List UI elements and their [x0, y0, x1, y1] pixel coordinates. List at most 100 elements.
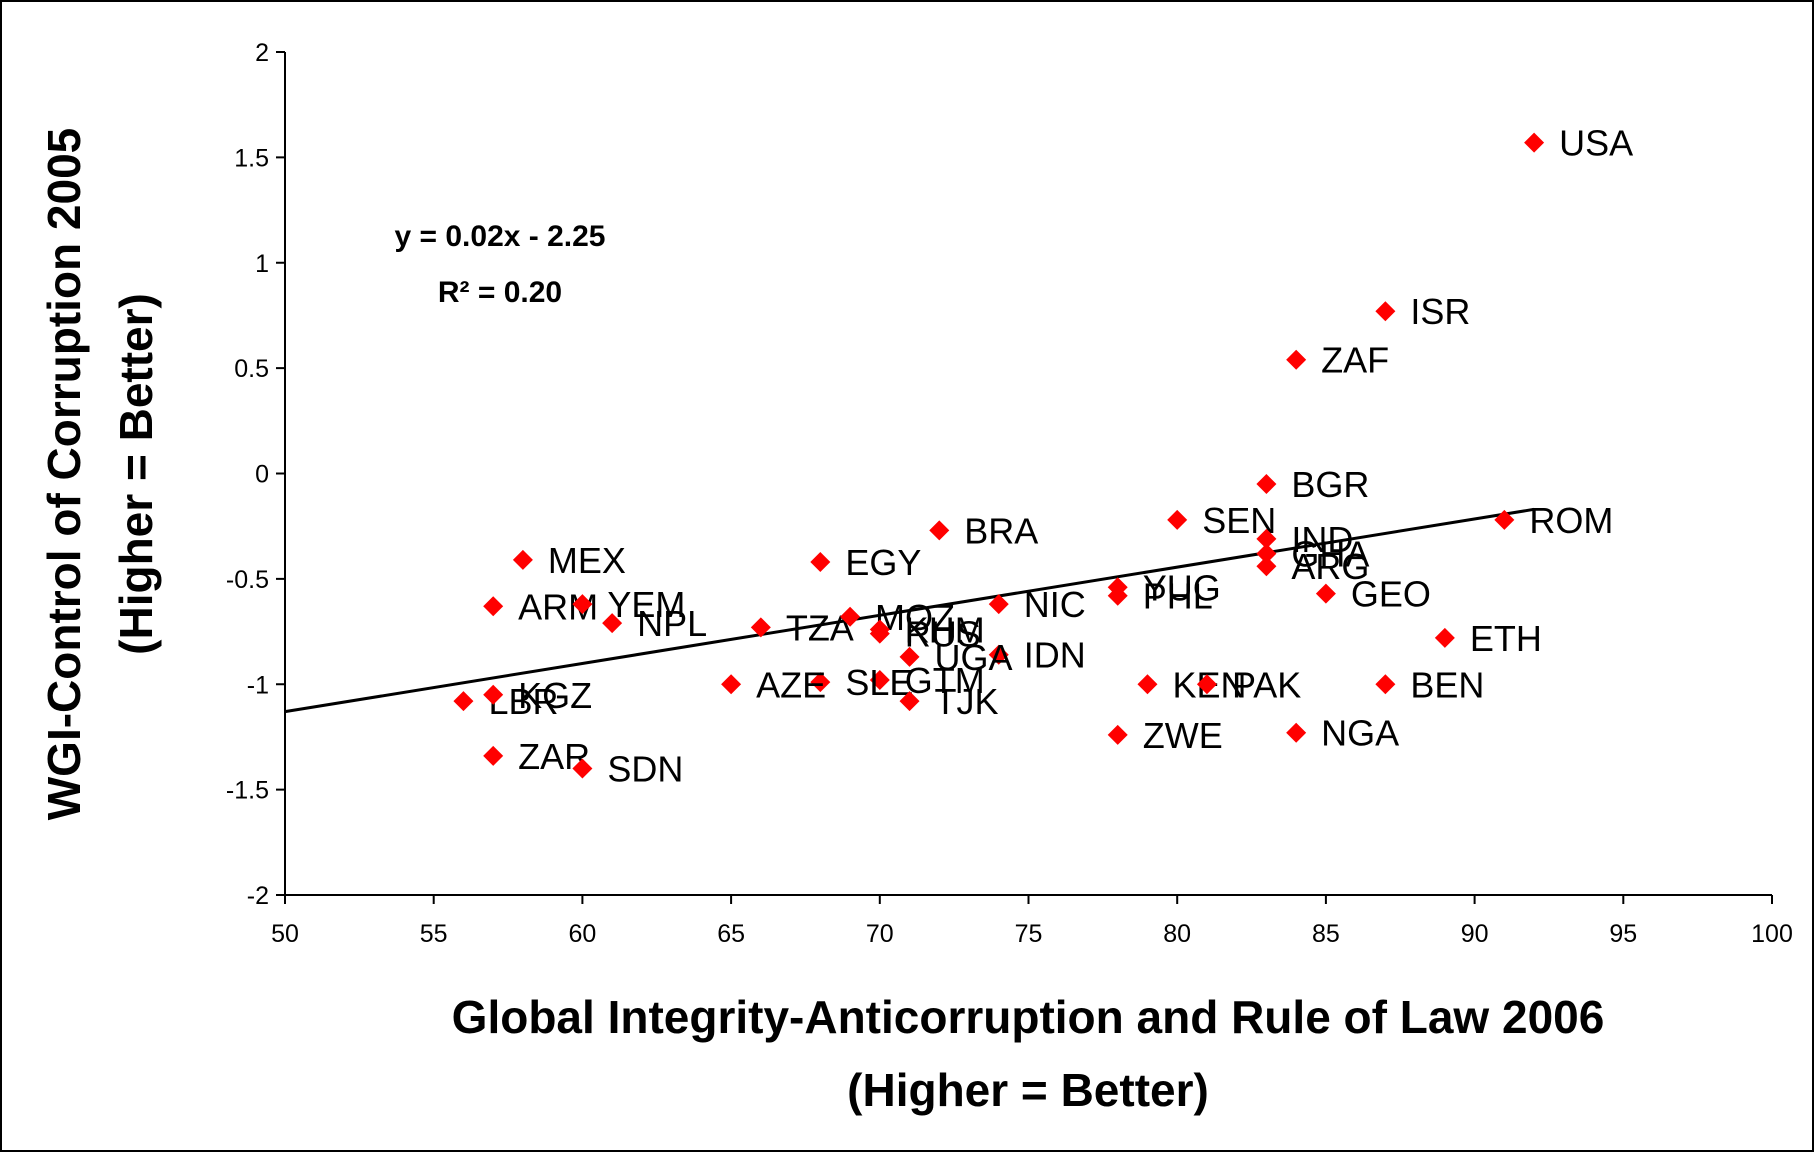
point: [1256, 528, 1277, 549]
point: [929, 520, 950, 541]
point: [1524, 132, 1545, 153]
point: [1375, 301, 1396, 322]
y-tick-label: 1.5: [234, 144, 269, 172]
point: [810, 552, 831, 573]
point-label: YEM: [607, 584, 685, 625]
point: [1256, 556, 1277, 577]
point: [453, 691, 474, 712]
point-label: NGA: [1321, 713, 1399, 754]
point-label: LBR: [488, 681, 558, 722]
x-tick-label: 70: [866, 920, 894, 948]
point: [840, 606, 861, 627]
point-label: PHL: [1143, 576, 1213, 617]
point: [483, 596, 504, 617]
point: [1375, 674, 1396, 695]
point-label: TZA: [786, 607, 854, 648]
r-squared: R² = 0.20: [438, 276, 562, 309]
y-tick-label: -1: [247, 671, 269, 699]
y-axis-title: (Higher = Better): [110, 293, 162, 655]
point-label: SDN: [607, 749, 683, 790]
point-label: ROM: [1529, 500, 1613, 541]
point: [810, 672, 831, 693]
x-axis-title: (Higher = Better): [847, 1064, 1209, 1116]
x-tick-label: 85: [1312, 920, 1340, 948]
point: [1167, 509, 1188, 530]
x-tick-label: 50: [271, 920, 299, 948]
point: [572, 594, 593, 615]
point-label: EGY: [845, 542, 921, 583]
point: [899, 646, 920, 667]
point-label: PAK: [1232, 664, 1301, 705]
point: [512, 549, 533, 570]
point-label: MEX: [548, 540, 626, 581]
point-label: BGR: [1291, 464, 1369, 505]
point: [1434, 627, 1455, 648]
point-label: KHM: [905, 609, 985, 650]
x-tick-label: 90: [1461, 920, 1489, 948]
point-label: NIC: [1024, 584, 1086, 625]
y-tick-label: 0: [255, 461, 269, 489]
y-tick-label: -1.5: [226, 777, 269, 805]
point-label: TJK: [935, 681, 999, 722]
point: [899, 691, 920, 712]
point-label: BRA: [964, 510, 1038, 551]
y-tick-label: -0.5: [226, 566, 269, 594]
point: [483, 684, 504, 705]
point: [869, 623, 890, 644]
point: [1286, 349, 1307, 370]
point-label: GTM: [905, 660, 985, 701]
equation: y = 0.02x - 2.25: [395, 220, 606, 253]
point: [1494, 509, 1515, 530]
point-label: ZAF: [1321, 340, 1389, 381]
x-tick-label: 75: [1015, 920, 1043, 948]
y-tick-label: 1: [255, 250, 269, 278]
point: [1315, 583, 1336, 604]
point: [1137, 674, 1158, 695]
point: [1256, 474, 1277, 495]
point: [988, 644, 1009, 665]
point: [572, 758, 593, 779]
x-tick-label: 55: [420, 920, 448, 948]
point: [602, 613, 623, 634]
point-label: YUG: [1143, 567, 1221, 608]
point-label: GEO: [1351, 574, 1431, 615]
point: [1256, 543, 1277, 564]
point: [1196, 674, 1217, 695]
x-tick-label: 95: [1609, 920, 1637, 948]
point: [483, 745, 504, 766]
point-label: IDN: [1024, 635, 1086, 676]
x-tick-label: 65: [717, 920, 745, 948]
point-label: USA: [1559, 123, 1633, 164]
point: [721, 674, 742, 695]
point-label: ISR: [1410, 291, 1470, 332]
point-label: ETH: [1470, 618, 1542, 659]
x-axis-title: Global Integrity-Anticorruption and Rule…: [452, 991, 1605, 1043]
y-tick-label: 2: [255, 39, 269, 67]
point-label: BEN: [1410, 664, 1484, 705]
point: [1286, 722, 1307, 743]
point-label: KGZ: [518, 675, 592, 716]
point-label: ARG: [1291, 546, 1369, 587]
point-label: AZE: [756, 664, 826, 705]
trendline: [284, 507, 1535, 714]
point-label: RUS: [905, 614, 981, 655]
point: [750, 617, 771, 638]
x-tick-label: 60: [568, 920, 596, 948]
point-label: UGA: [935, 637, 1013, 678]
point-label: SLE: [845, 662, 913, 703]
point: [1107, 724, 1128, 745]
point-label: IND: [1291, 519, 1353, 560]
point-label: ZWE: [1143, 715, 1223, 756]
x-tick-label: 80: [1163, 920, 1191, 948]
point: [1107, 585, 1128, 606]
point-label: GHA: [1291, 534, 1369, 575]
y-tick-label: -2: [247, 882, 269, 910]
point-label: MOZ: [875, 597, 955, 638]
y-axis-title: WGI-Control of Corruption 2005: [38, 128, 90, 821]
point-label: NPL: [637, 603, 707, 644]
y-tick-label: 0.5: [234, 355, 269, 383]
point: [869, 670, 890, 691]
x-tick-label: 100: [1751, 920, 1793, 948]
